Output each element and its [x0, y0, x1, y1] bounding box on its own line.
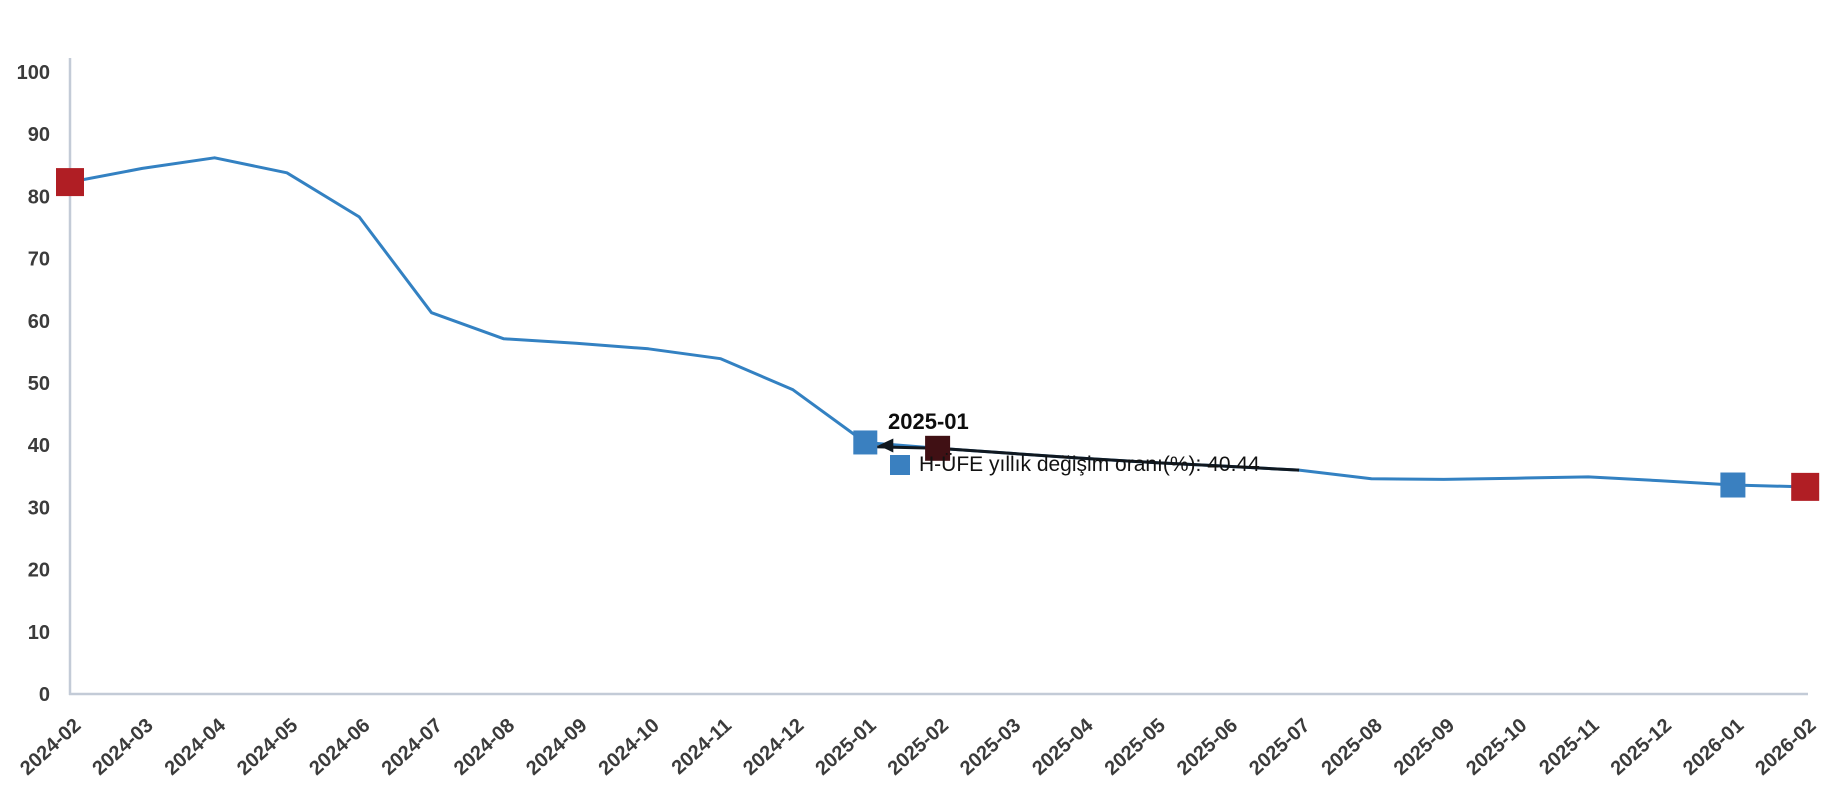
x-tick-label: 2024-06 [305, 714, 374, 779]
y-tick-label: 30 [28, 497, 50, 519]
x-tick-label: 2026-01 [1679, 714, 1748, 779]
x-tick-label: 2024-07 [378, 714, 447, 779]
y-tick-label: 60 [28, 311, 50, 333]
y-tick-label: 100 [17, 62, 50, 84]
x-tick-label: 2025-03 [956, 714, 1025, 779]
y-tick-label: 20 [28, 560, 50, 582]
x-tick-label: 2024-10 [594, 714, 663, 779]
x-tick-label: 2026-02 [1751, 714, 1820, 779]
x-tick-label: 2025-10 [1462, 714, 1531, 779]
marker-2025-01[interactable] [853, 430, 878, 455]
y-tick-label: 50 [28, 373, 50, 395]
x-tick-label: 2025-08 [1317, 714, 1386, 779]
tooltip-series-row: H-ÜFE yıllık değişim oranı(%): 40.44 [890, 453, 1260, 477]
x-tick-label: 2024-09 [522, 714, 591, 779]
y-tick-label: 80 [28, 186, 50, 208]
series-swatch-icon [890, 455, 910, 475]
marker-2026-01[interactable] [1720, 472, 1746, 498]
marker-2025-02[interactable] [925, 435, 951, 461]
x-tick-label: 2024-08 [450, 714, 519, 779]
y-tick-label: 0 [39, 684, 50, 706]
x-tick-label: 2025-11 [1535, 714, 1603, 779]
x-tick-label: 2025-01 [811, 714, 880, 779]
x-tick-label: 2025-04 [1028, 714, 1098, 780]
y-tick-label: 40 [28, 435, 50, 457]
y-tick-label: 70 [28, 249, 50, 271]
x-tick-label: 2024-12 [739, 714, 808, 779]
x-tick-label: 2025-12 [1607, 714, 1676, 779]
x-tick-label: 2025-06 [1173, 714, 1242, 779]
callout-arrow-icon [878, 438, 894, 453]
x-tick-label: 2024-02 [16, 714, 85, 779]
x-tick-label: 2025-07 [1245, 714, 1314, 779]
x-tick-label: 2025-05 [1101, 714, 1170, 779]
x-tick-label: 2024-05 [233, 714, 302, 779]
x-tick-label: 2025-09 [1390, 714, 1459, 779]
x-tick-label: 2024-03 [88, 714, 157, 779]
y-tick-label: 10 [28, 622, 50, 644]
tooltip-date: 2025-01 [888, 409, 969, 434]
marker-2024-02[interactable] [56, 168, 84, 197]
x-tick-label: 2024-11 [668, 714, 736, 779]
marker-2026-02[interactable] [1791, 472, 1820, 501]
x-tick-label: 2024-04 [161, 714, 231, 780]
x-tick-label: 2025-02 [884, 714, 953, 779]
y-tick-label: 90 [28, 124, 50, 146]
tooltip-series-text: H-ÜFE yıllık değişim oranı(%): 40.44 [919, 453, 1260, 476]
